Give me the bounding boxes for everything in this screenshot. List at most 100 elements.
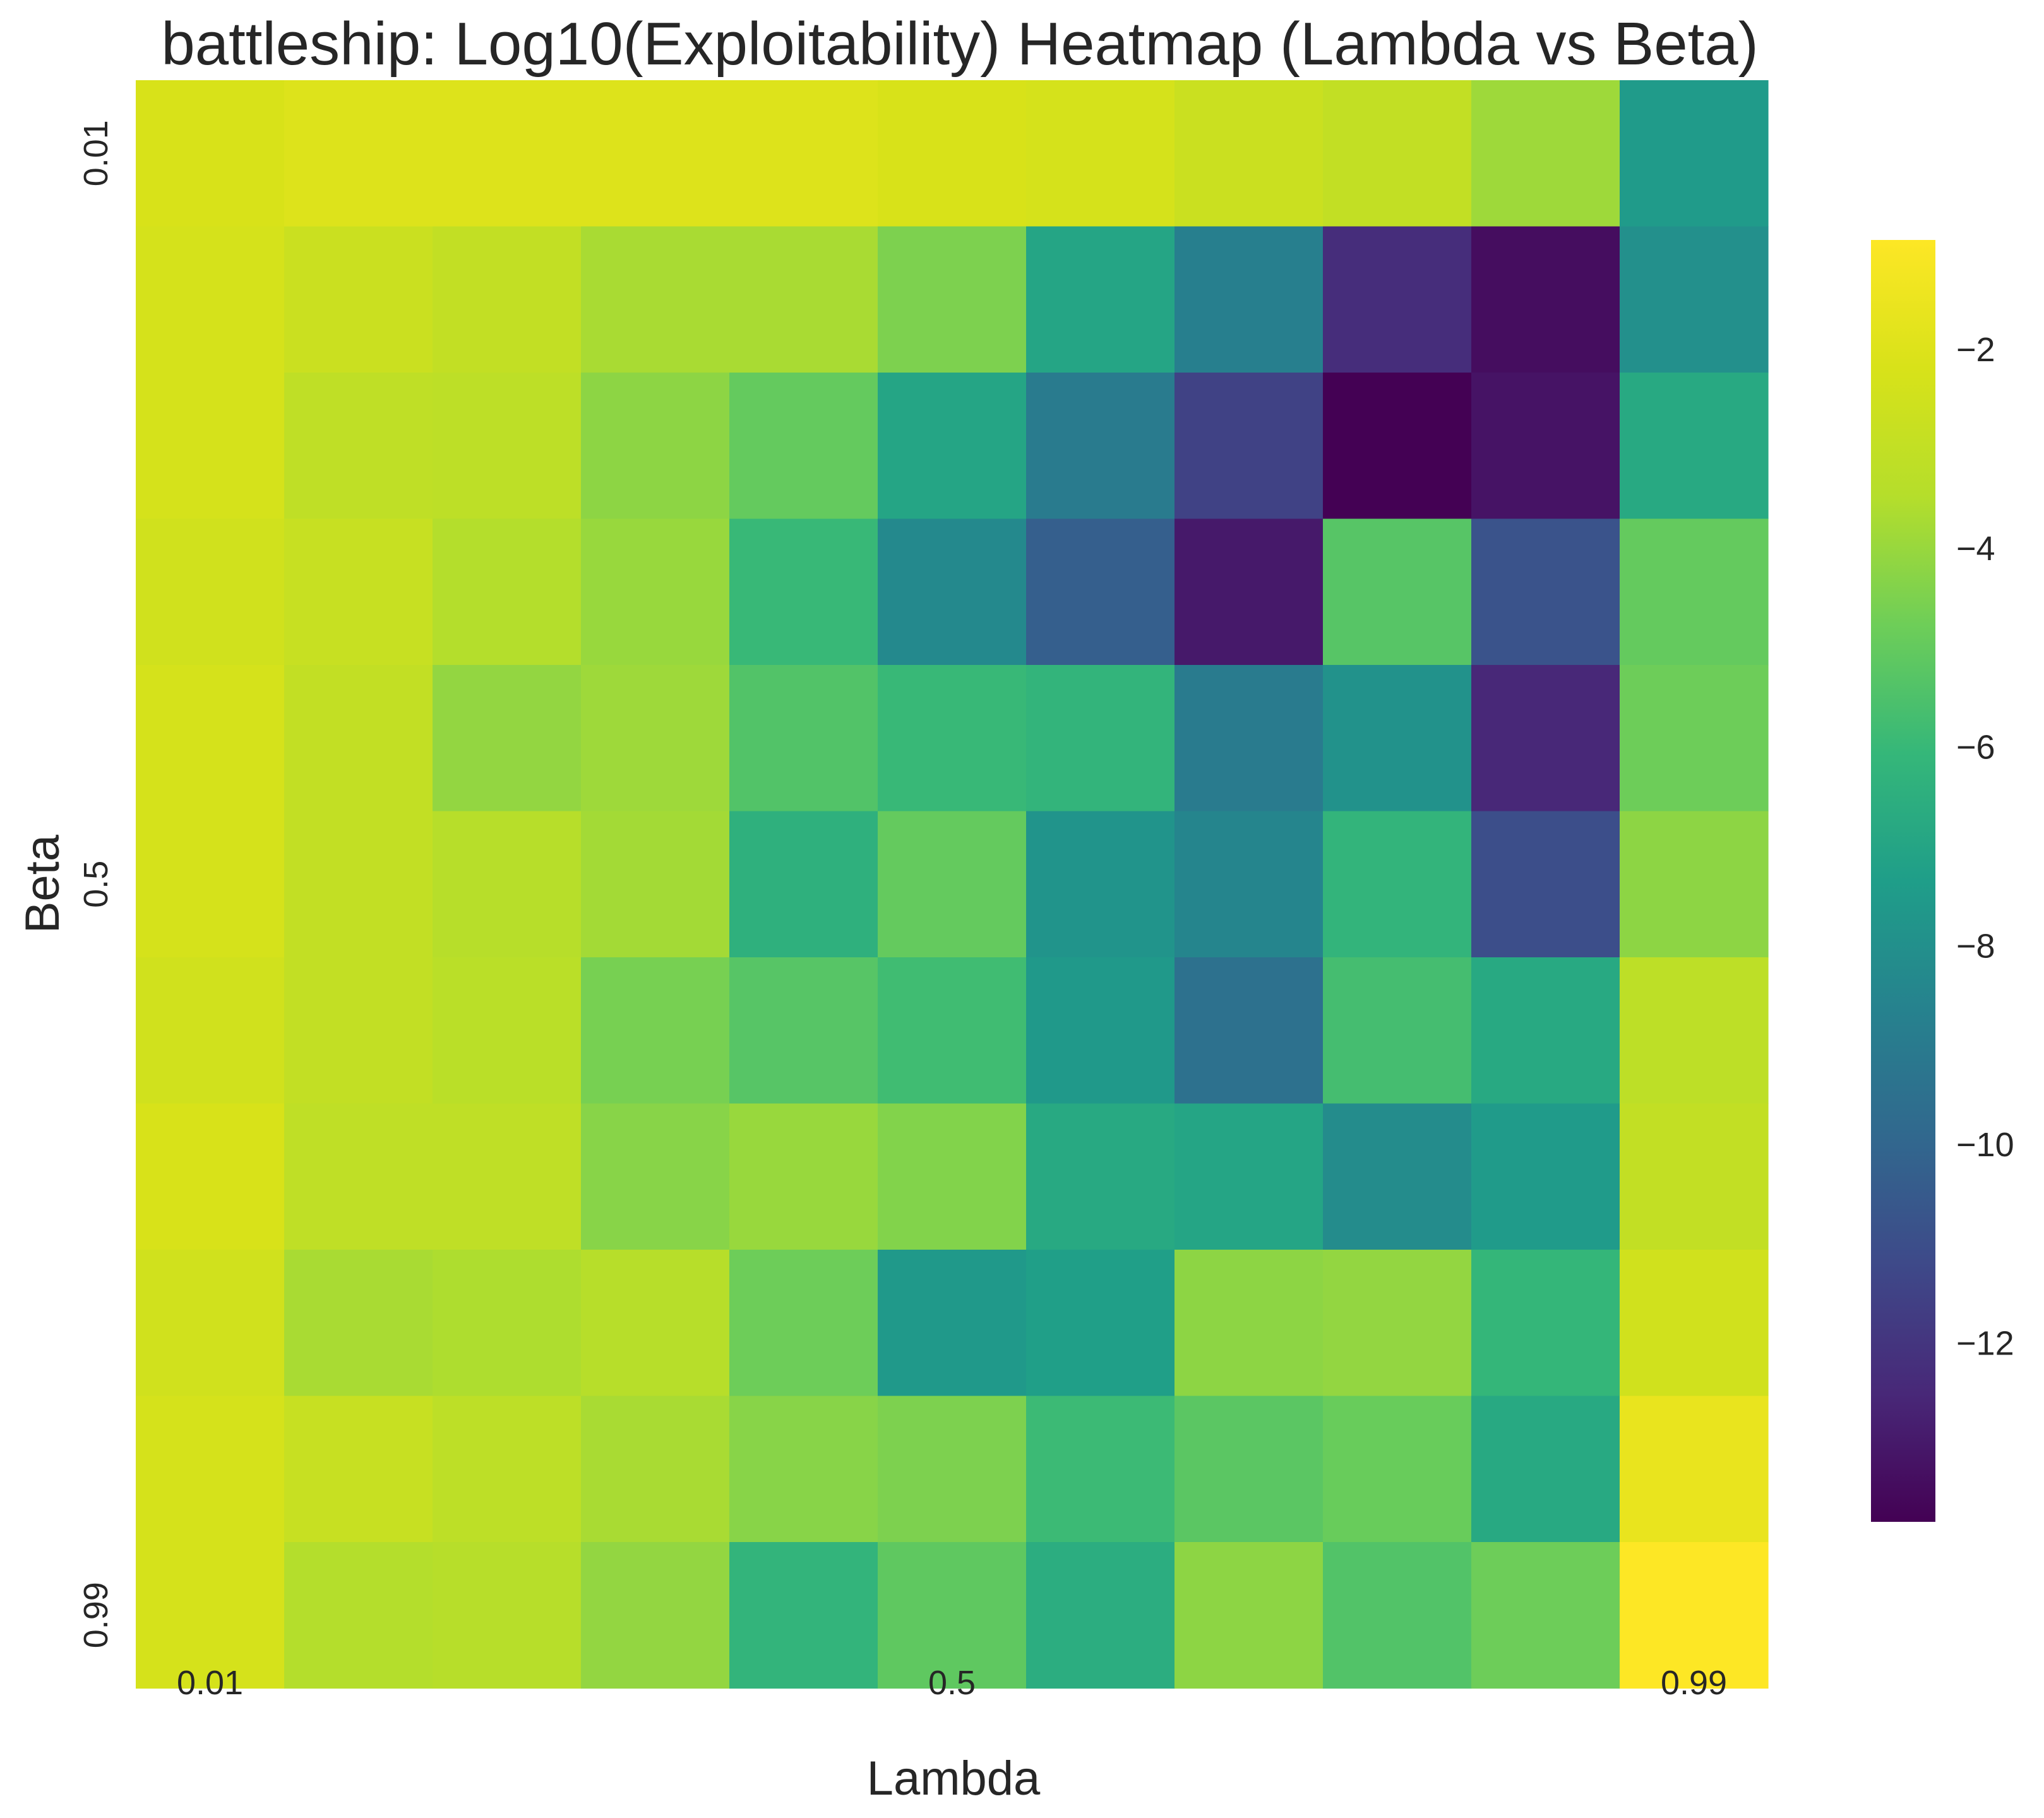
heatmap-cell xyxy=(1323,373,1472,520)
heatmap-cell xyxy=(433,518,582,666)
heatmap-cell xyxy=(1471,811,1620,958)
heatmap-cell xyxy=(1323,957,1472,1104)
heatmap-cell xyxy=(433,1542,582,1689)
heatmap-cell xyxy=(433,1250,582,1397)
heatmap-cell xyxy=(284,957,433,1104)
heatmap-cell xyxy=(1174,1542,1324,1689)
heatmap-cell xyxy=(1174,226,1324,373)
heatmap-cell xyxy=(729,373,878,520)
heatmap-cell xyxy=(1026,957,1175,1104)
heatmap-cell xyxy=(136,373,285,520)
chart-title: battleship: Log10(Exploitability) Heatma… xyxy=(161,10,1758,78)
heatmap-cell xyxy=(1026,1250,1175,1397)
colorbar-tick-label: −2 xyxy=(1956,331,1995,369)
heatmap-cell xyxy=(1620,1396,1769,1543)
heatmap-cell xyxy=(729,1103,878,1250)
heatmap-cell xyxy=(1620,811,1769,958)
heatmap-cell xyxy=(1026,373,1175,520)
heatmap-cell xyxy=(1323,1250,1472,1397)
y-tick-label: 0.01 xyxy=(77,120,115,186)
heatmap-cell xyxy=(581,226,730,373)
heatmap-cell xyxy=(1620,957,1769,1104)
heatmap-cell xyxy=(1323,1103,1472,1250)
heatmap-cell xyxy=(136,1396,285,1543)
heatmap-cell xyxy=(433,226,582,373)
heatmap-cell xyxy=(878,1396,1027,1543)
heatmap-cell xyxy=(729,1542,878,1689)
heatmap-cell xyxy=(1026,665,1175,812)
heatmap-cell xyxy=(1620,665,1769,812)
heatmap-cell xyxy=(1174,80,1324,227)
heatmap-cell xyxy=(1471,518,1620,666)
heatmap-cell xyxy=(1323,1396,1472,1543)
heatmap-cell xyxy=(1323,811,1472,958)
heatmap-cell xyxy=(581,665,730,812)
heatmap-cell xyxy=(581,1542,730,1689)
heatmap-cell xyxy=(581,957,730,1104)
heatmap-cell xyxy=(1174,665,1324,812)
heatmap-cell xyxy=(284,1103,433,1250)
heatmap-cell xyxy=(433,80,582,227)
heatmap-cell xyxy=(284,80,433,227)
heatmap-cell xyxy=(729,518,878,666)
heatmap-cell xyxy=(1174,957,1324,1104)
heatmap-cell xyxy=(581,518,730,666)
heatmap-cell xyxy=(1471,1396,1620,1543)
y-tick-label: 0.99 xyxy=(77,1582,115,1648)
x-tick-label: 0.99 xyxy=(1661,1664,1727,1702)
heatmap-cell xyxy=(1471,80,1620,227)
heatmap-cell xyxy=(1174,518,1324,666)
heatmap-cell xyxy=(878,1250,1027,1397)
heatmap-cell xyxy=(136,665,285,812)
heatmap-cell xyxy=(284,518,433,666)
heatmap-cells xyxy=(136,80,1769,1689)
heatmap-cell xyxy=(1471,1542,1620,1689)
x-tick-label: 0.01 xyxy=(177,1664,243,1702)
heatmap-cell xyxy=(1620,1250,1769,1397)
colorbar-tick-label: −6 xyxy=(1956,729,1995,767)
y-tick-labels: 0.01 0.5 0.99 xyxy=(77,120,115,1648)
heatmap-cell xyxy=(1026,811,1175,958)
heatmap-cell xyxy=(581,1250,730,1397)
heatmap-cell xyxy=(433,957,582,1104)
heatmap-cell xyxy=(729,957,878,1104)
heatmap-cell xyxy=(1323,80,1472,227)
heatmap-cell xyxy=(1620,1103,1769,1250)
heatmap-cell xyxy=(1174,811,1324,958)
x-tick-labels: 0.01 0.5 0.99 xyxy=(177,1664,1727,1702)
heatmap-cell xyxy=(136,226,285,373)
heatmap-cell xyxy=(1323,226,1472,373)
heatmap-cell xyxy=(284,226,433,373)
heatmap-cell xyxy=(1026,518,1175,666)
heatmap-cell xyxy=(878,811,1027,958)
heatmap-cell xyxy=(1323,1542,1472,1689)
heatmap-cell xyxy=(581,373,730,520)
heatmap-cell xyxy=(729,1250,878,1397)
heatmap-cell xyxy=(729,1396,878,1543)
heatmap-cell xyxy=(433,1103,582,1250)
heatmap-cell xyxy=(581,811,730,958)
heatmap-cell xyxy=(284,1250,433,1397)
heatmap-cell xyxy=(284,1542,433,1689)
heatmap-cell xyxy=(1471,373,1620,520)
heatmap-cell xyxy=(284,373,433,520)
y-axis-label: Beta xyxy=(16,834,69,933)
heatmap-cell xyxy=(1174,1103,1324,1250)
heatmap-cell xyxy=(1471,957,1620,1104)
heatmap-cell xyxy=(136,1542,285,1689)
heatmap-cell xyxy=(1323,518,1472,666)
heatmap-cell xyxy=(136,1250,285,1397)
heatmap-cell xyxy=(1026,226,1175,373)
heatmap-cell xyxy=(878,226,1027,373)
heatmap-cell xyxy=(1471,1103,1620,1250)
x-tick-label: 0.5 xyxy=(928,1664,976,1702)
heatmap-cell xyxy=(878,518,1027,666)
heatmap-cell xyxy=(581,1396,730,1543)
heatmap-cell xyxy=(581,1103,730,1250)
heatmap-cell xyxy=(1620,373,1769,520)
heatmap-cell xyxy=(1620,1542,1769,1689)
heatmap-cell xyxy=(1620,80,1769,227)
x-axis-label: Lambda xyxy=(867,1752,1041,1805)
heatmap-cell xyxy=(878,80,1027,227)
